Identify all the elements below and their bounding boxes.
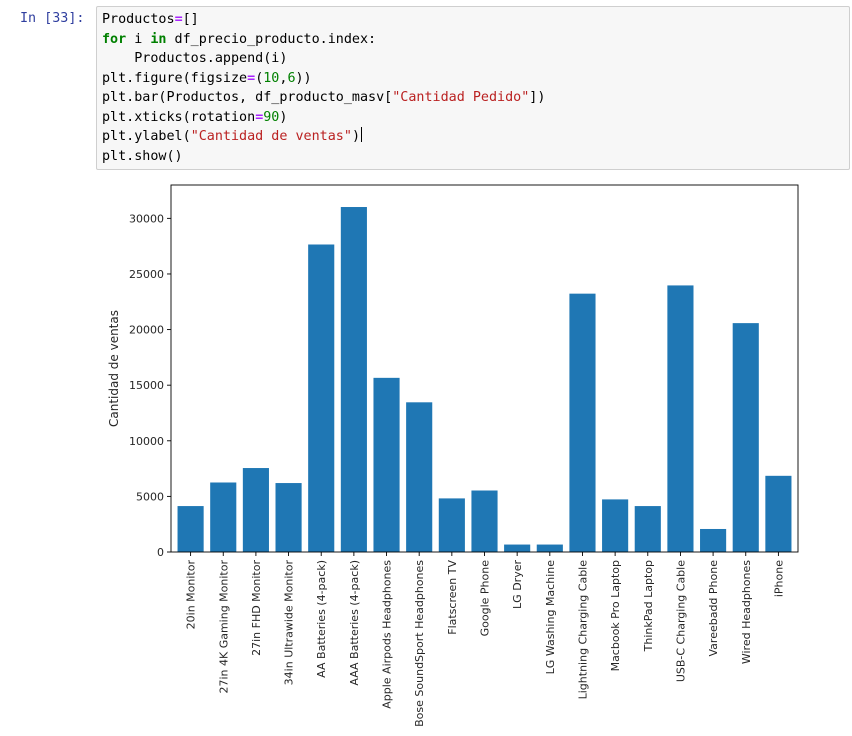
- code-token: plt.bar(Productos, df_producto_masv[: [102, 90, 393, 105]
- code-line: plt.xticks(rotation=90): [102, 108, 849, 128]
- bar: [308, 244, 335, 552]
- code-line: plt.ylabel("Cantidad de ventas"): [102, 127, 849, 147]
- x-tick-label: Flatscreen TV: [446, 560, 459, 635]
- bar: [177, 506, 204, 552]
- code-token: 6: [287, 70, 296, 86]
- code-token: plt.figure(figsize: [102, 70, 248, 86]
- code-token: )): [295, 70, 312, 86]
- code-token: for: [102, 31, 127, 47]
- x-tick-label: Apple Airpods Headphones: [381, 560, 394, 709]
- bar: [732, 323, 759, 552]
- x-axis: 20in Monitor 27in 4K Gaming Monitor 27in F…: [185, 552, 785, 727]
- code-token: in: [150, 31, 167, 47]
- y-axis: 0 5000 10000 15000 20000 25000 30000: [129, 212, 171, 559]
- code-token: 10: [263, 70, 280, 86]
- bar: [471, 490, 498, 552]
- x-tick-label: 27in 4K Gaming Monitor: [217, 560, 230, 694]
- code-token: =: [247, 70, 256, 86]
- text-cursor: [361, 127, 362, 142]
- y-tick-label: 20000: [129, 324, 164, 337]
- code-token: =: [255, 109, 264, 125]
- bar: [667, 285, 694, 552]
- x-tick-label: iPhone: [772, 560, 785, 597]
- bar: [275, 483, 302, 552]
- bar: [569, 293, 596, 552]
- bar: [504, 544, 531, 552]
- x-tick-label: LG Washing Machine: [544, 560, 557, 675]
- code-token: plt.ylabel(: [102, 129, 191, 144]
- plot-frame: [170, 184, 799, 553]
- code-token: plt.xticks(rotation: [102, 109, 256, 125]
- code-token: (: [255, 70, 264, 86]
- y-tick-label: 15000: [129, 379, 164, 392]
- x-tick-label: LG Dryer: [511, 560, 524, 609]
- code-token: plt.show(): [102, 148, 183, 164]
- code-line: Productos=[]: [102, 10, 849, 30]
- x-tick-label: Bose SoundSport Headphones: [413, 560, 426, 727]
- bar: [210, 482, 237, 552]
- code-token: 90: [263, 109, 280, 125]
- code-line: plt.bar(Productos, df_producto_masv["Can…: [102, 88, 849, 108]
- bar: [242, 468, 269, 552]
- bar: [700, 528, 727, 552]
- cell-prompt: In [33]:: [20, 11, 85, 26]
- code-token: []: [182, 12, 199, 27]
- bar: [340, 207, 367, 552]
- code-token: i: [126, 31, 151, 47]
- x-tick-label: 20in Monitor: [185, 560, 198, 630]
- x-tick-label: 27in FHD Monitor: [250, 560, 263, 656]
- y-tick-label: 25000: [129, 268, 164, 281]
- bar: [438, 498, 465, 552]
- bar: [765, 475, 792, 552]
- code-line: Productos.append(i): [102, 49, 849, 69]
- code-line: for i in df_precio_producto.index:: [102, 30, 849, 50]
- x-tick-label: Macbook Pro Laptop: [609, 560, 622, 671]
- bars: [177, 207, 792, 552]
- x-tick-label: Wired Headphones: [740, 560, 753, 664]
- bar: [406, 402, 433, 552]
- code-token: df_precio_producto.index:: [166, 31, 377, 47]
- code-token: Productos: [102, 12, 175, 27]
- code-token: =: [174, 12, 183, 27]
- code-cell-editor[interactable]: Productos=[] for i in df_precio_producto.…: [96, 6, 850, 170]
- y-tick-label: 10000: [129, 435, 164, 448]
- code-token: ,: [279, 70, 288, 86]
- bar-chart: Cantidad de ventas 0 5000 10000 15000 20000 2…: [107, 184, 799, 727]
- code-token: ]): [529, 90, 546, 105]
- code-token: ): [351, 129, 360, 144]
- y-tick-label: 0: [157, 546, 164, 559]
- bar: [536, 544, 563, 552]
- code-token: Productos.append(i): [102, 51, 288, 66]
- bar: [602, 499, 629, 552]
- code-token: ): [279, 109, 288, 125]
- code-line: plt.figure(figsize=(10,6)): [102, 69, 849, 89]
- x-tick-label: USB-C Charging Cable: [674, 560, 687, 682]
- y-axis-label: Cantidad de ventas: [107, 310, 121, 427]
- y-tick-label: 30000: [129, 212, 164, 225]
- y-tick-label: 5000: [136, 490, 164, 503]
- bar: [634, 506, 661, 552]
- bar: [373, 377, 400, 552]
- code-token: "Cantidad de ventas": [190, 129, 352, 144]
- x-tick-label: AA Batteries (4-pack): [315, 560, 328, 678]
- x-tick-label: Lightning Charging Cable: [576, 560, 589, 700]
- x-tick-label: ThinkPad Laptop: [642, 560, 655, 652]
- code-token: "Cantidad Pedido": [392, 90, 530, 105]
- code-line: plt.show(): [102, 147, 849, 167]
- x-tick-label: Google Phone: [479, 560, 492, 637]
- code-text[interactable]: Productos=[] for i in df_precio_producto.…: [97, 7, 849, 166]
- x-tick-label: Vareebadd Phone: [707, 560, 720, 657]
- x-tick-label: AAA Batteries (4-pack): [348, 560, 361, 686]
- x-tick-label: 34in Ultrawide Monitor: [283, 560, 296, 686]
